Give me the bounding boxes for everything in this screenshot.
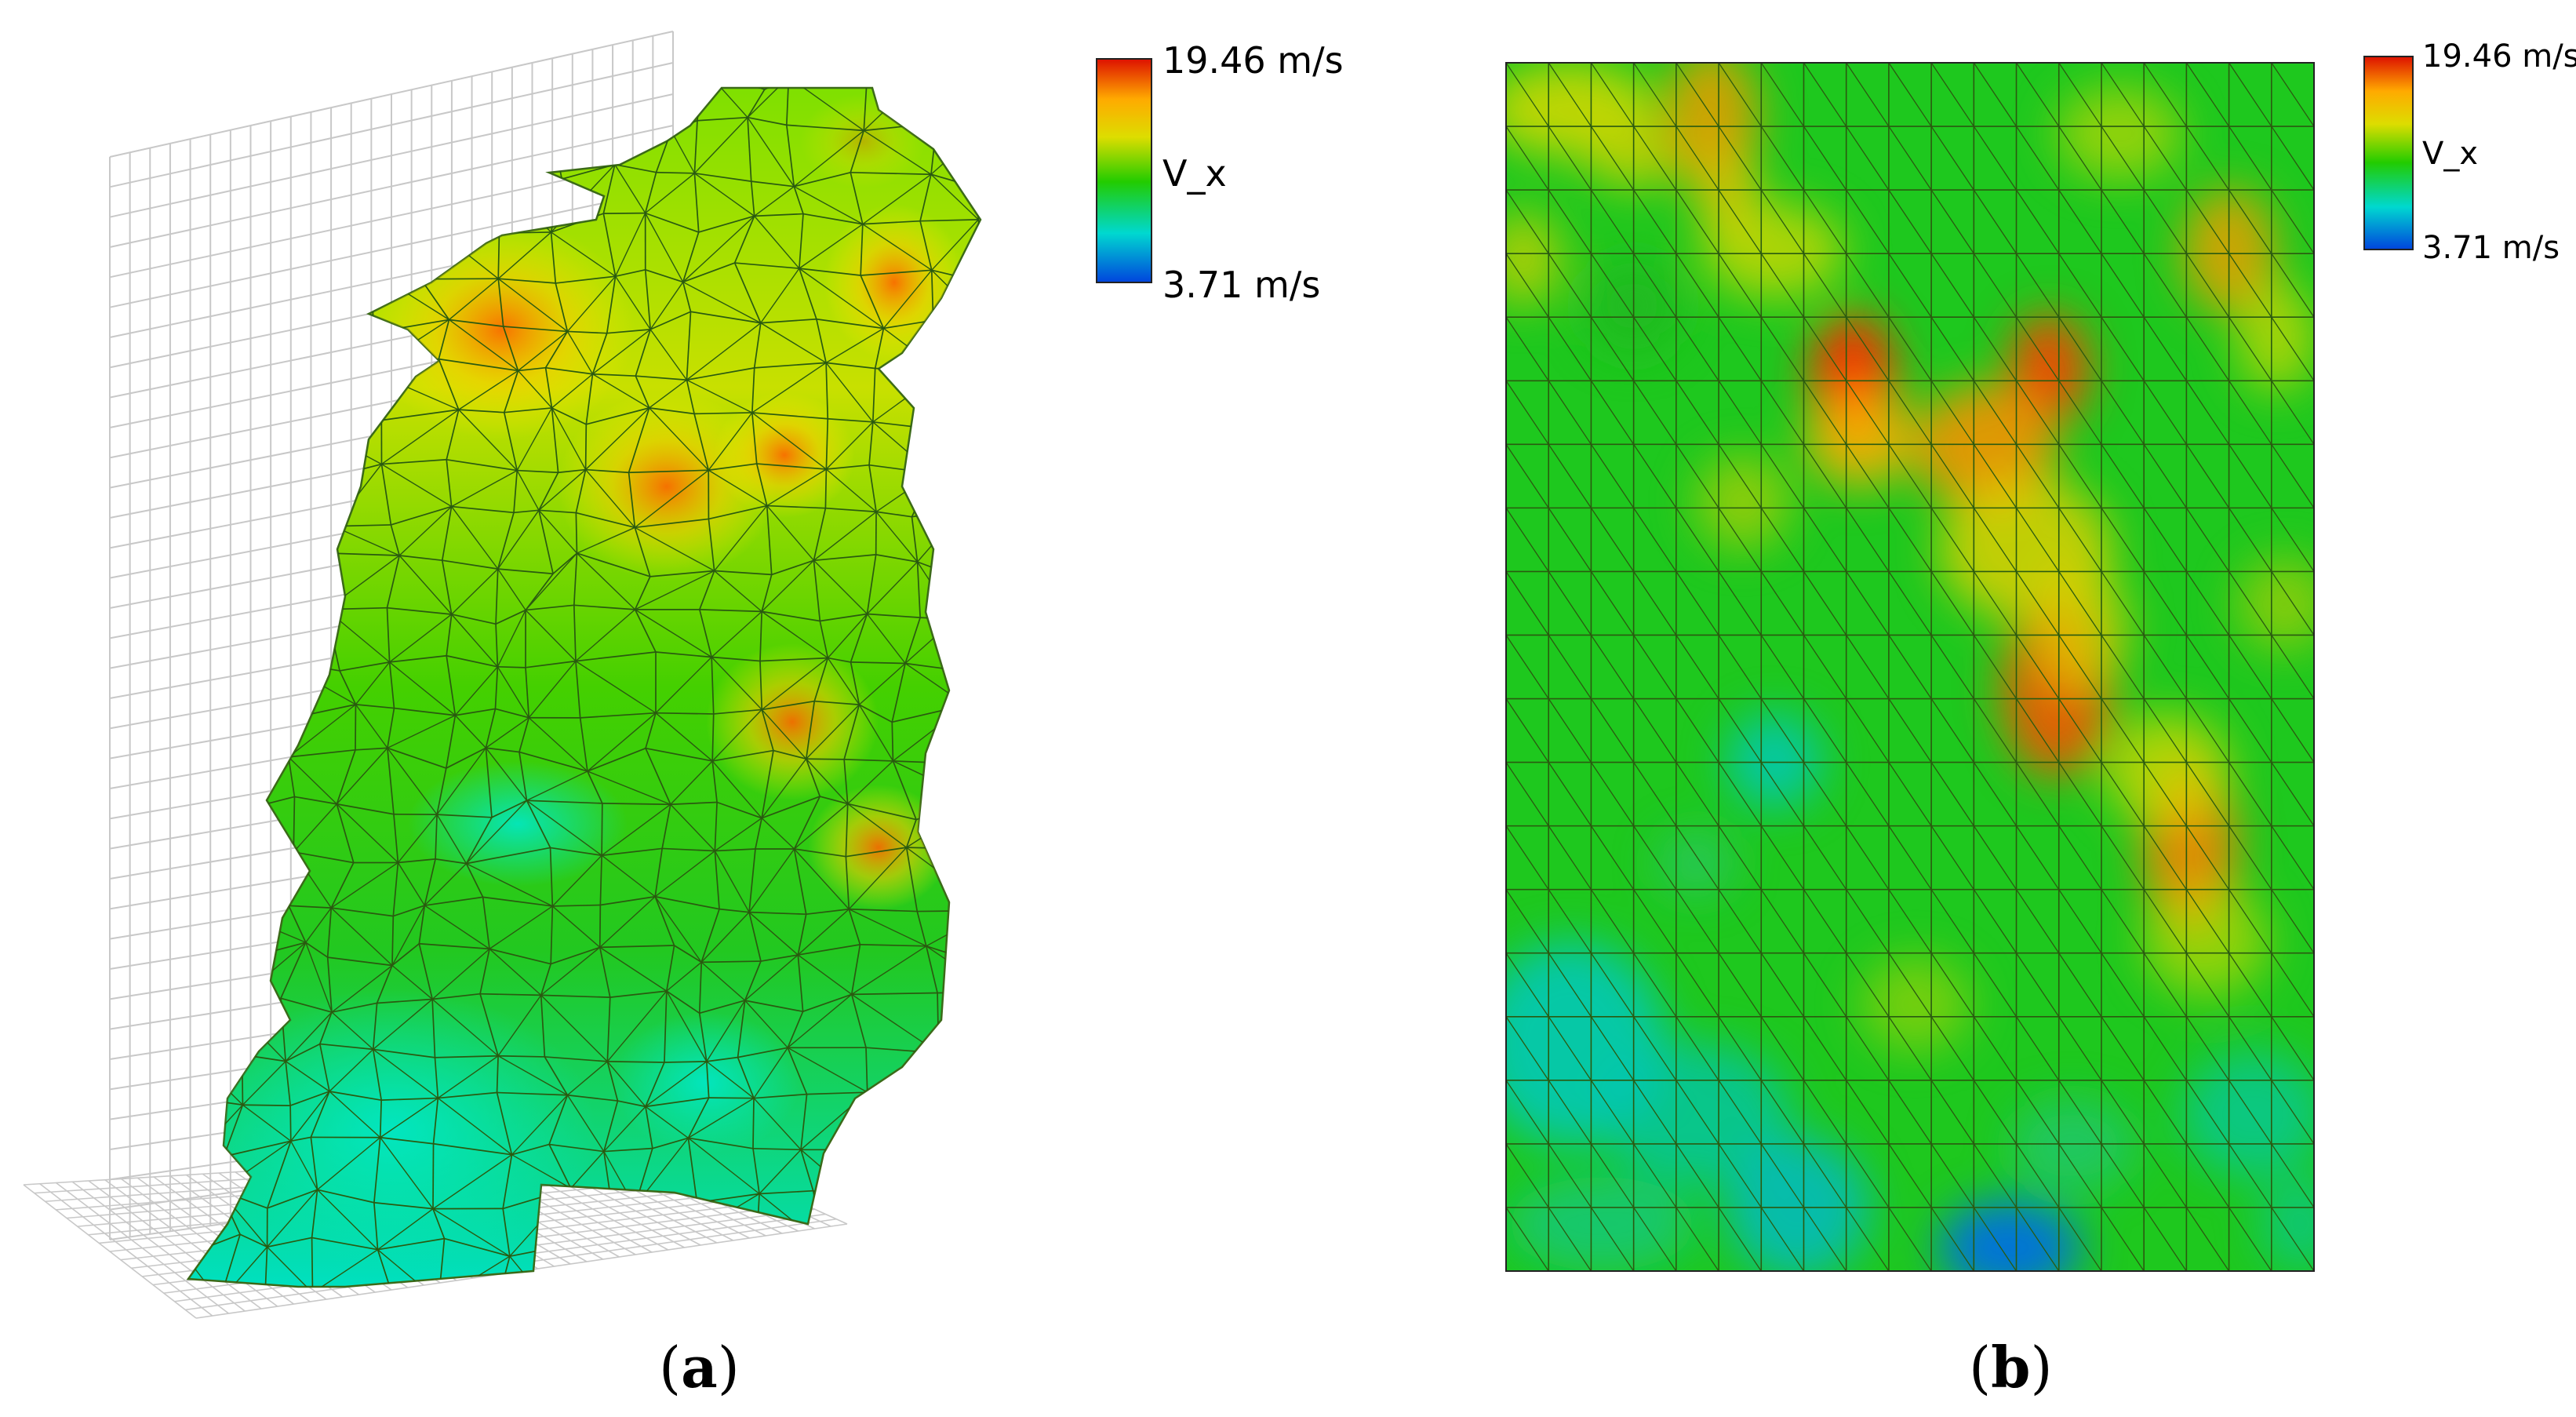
- mesh-3d-view: [23, 31, 1152, 1319]
- legend-variable-label: V_x: [2422, 136, 2479, 172]
- legend-max-label: 19.46 m/s: [2422, 38, 2576, 75]
- caption-b: (b): [1969, 1334, 2053, 1401]
- colorbar-b: [2363, 56, 2414, 250]
- legend-max-label: 19.46 m/s: [1162, 39, 1344, 82]
- legend-min-label: 3.71 m/s: [1162, 264, 1321, 306]
- heatmap-plate: [1505, 62, 2315, 1272]
- legend-variable-label: V_x: [1162, 152, 1227, 195]
- caption-a: (a): [659, 1334, 740, 1401]
- panel-b: 19.46 m/s V_x 3.71 m/s (b): [1288, 0, 2576, 1417]
- panel-a: 19.46 m/s V_x 3.71 m/s (a): [23, 31, 1344, 1401]
- folded-mesh-surface: [187, 86, 982, 1288]
- legend-min-label: 3.71 m/s: [2422, 230, 2560, 266]
- colorbar-a: [1096, 58, 1152, 283]
- mesh-2d-view: [1505, 56, 2414, 1272]
